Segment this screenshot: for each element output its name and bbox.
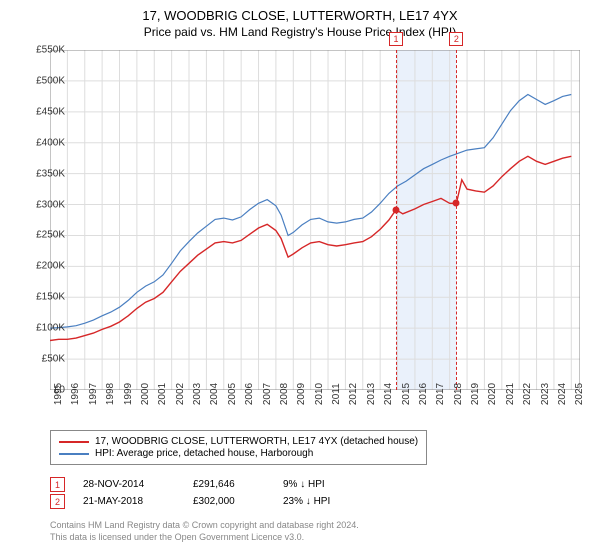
x-tick-label: 1999 bbox=[123, 383, 134, 405]
marker-table-row: 2 21-MAY-2018£302,00023% ↓ HPI bbox=[50, 494, 393, 509]
legend-swatch bbox=[59, 453, 89, 455]
y-tick-label: £350K bbox=[25, 168, 65, 179]
x-tick-label: 2011 bbox=[331, 383, 342, 405]
footer-attribution: Contains HM Land Registry data © Crown c… bbox=[50, 520, 359, 543]
x-tick-label: 2006 bbox=[244, 383, 255, 405]
x-tick-label: 2004 bbox=[209, 383, 220, 405]
marker-table-number: 1 bbox=[50, 477, 65, 492]
x-tick-label: 1997 bbox=[88, 383, 99, 405]
marker-table-price: £291,646 bbox=[193, 479, 283, 490]
footer-line-2: This data is licensed under the Open Gov… bbox=[50, 532, 359, 544]
marker-number-box: 2 bbox=[449, 32, 463, 46]
x-tick-label: 1996 bbox=[70, 383, 81, 405]
x-tick-label: 2022 bbox=[522, 383, 533, 405]
x-tick-label: 2005 bbox=[227, 383, 238, 405]
chart-plot-area: 12 bbox=[50, 50, 580, 390]
y-tick-label: £550K bbox=[25, 45, 65, 56]
marker-vline bbox=[456, 50, 457, 390]
x-tick-label: 2001 bbox=[157, 383, 168, 405]
marker-table: 1 28-NOV-2014£291,6469% ↓ HPI 2 21-MAY-2018… bbox=[50, 475, 393, 511]
x-tick-label: 2013 bbox=[366, 383, 377, 405]
legend: 17, WOODBRIG CLOSE, LUTTERWORTH, LE17 4Y… bbox=[50, 430, 427, 465]
x-tick-label: 2025 bbox=[574, 383, 585, 405]
x-tick-label: 2009 bbox=[296, 383, 307, 405]
chart-subtitle: Price paid vs. HM Land Registry's House … bbox=[0, 23, 600, 39]
marker-table-price: £302,000 bbox=[193, 496, 283, 507]
marker-vline bbox=[396, 50, 397, 390]
y-tick-label: £500K bbox=[25, 75, 65, 86]
y-tick-label: £400K bbox=[25, 137, 65, 148]
y-tick-label: £100K bbox=[25, 323, 65, 334]
legend-label: HPI: Average price, detached house, Harb… bbox=[95, 448, 313, 459]
x-tick-label: 2012 bbox=[348, 383, 359, 405]
x-tick-label: 2021 bbox=[505, 383, 516, 405]
y-tick-label: £450K bbox=[25, 106, 65, 117]
marker-dot bbox=[392, 206, 399, 213]
chart-svg bbox=[50, 50, 580, 390]
chart-title: 17, WOODBRIG CLOSE, LUTTERWORTH, LE17 4Y… bbox=[0, 0, 600, 23]
marker-table-number: 2 bbox=[50, 494, 65, 509]
x-tick-label: 2010 bbox=[314, 383, 325, 405]
legend-label: 17, WOODBRIG CLOSE, LUTTERWORTH, LE17 4Y… bbox=[95, 436, 418, 447]
legend-row: HPI: Average price, detached house, Harb… bbox=[59, 448, 418, 459]
x-tick-label: 2020 bbox=[487, 383, 498, 405]
marker-dot bbox=[453, 200, 460, 207]
y-tick-label: £200K bbox=[25, 261, 65, 272]
x-tick-label: 2017 bbox=[435, 383, 446, 405]
y-tick-label: £250K bbox=[25, 230, 65, 241]
x-tick-label: 1995 bbox=[53, 383, 64, 405]
x-tick-label: 2002 bbox=[175, 383, 186, 405]
x-tick-label: 2024 bbox=[557, 383, 568, 405]
marker-table-pct: 9% ↓ HPI bbox=[283, 479, 393, 490]
x-tick-label: 2015 bbox=[401, 383, 412, 405]
footer-line-1: Contains HM Land Registry data © Crown c… bbox=[50, 520, 359, 532]
marker-table-date: 21-MAY-2018 bbox=[83, 496, 193, 507]
marker-table-date: 28-NOV-2014 bbox=[83, 479, 193, 490]
y-tick-label: £150K bbox=[25, 292, 65, 303]
legend-row: 17, WOODBRIG CLOSE, LUTTERWORTH, LE17 4Y… bbox=[59, 436, 418, 447]
x-tick-label: 2016 bbox=[418, 383, 429, 405]
marker-table-pct: 23% ↓ HPI bbox=[283, 496, 393, 507]
marker-table-row: 1 28-NOV-2014£291,6469% ↓ HPI bbox=[50, 477, 393, 492]
x-tick-label: 1998 bbox=[105, 383, 116, 405]
x-tick-label: 2003 bbox=[192, 383, 203, 405]
x-tick-label: 2000 bbox=[140, 383, 151, 405]
x-tick-label: 2023 bbox=[540, 383, 551, 405]
legend-swatch bbox=[59, 441, 89, 443]
x-tick-label: 2019 bbox=[470, 383, 481, 405]
y-tick-label: £300K bbox=[25, 199, 65, 210]
marker-number-box: 1 bbox=[389, 32, 403, 46]
x-tick-label: 2014 bbox=[383, 383, 394, 405]
x-tick-label: 2018 bbox=[453, 383, 464, 405]
x-tick-label: 2007 bbox=[262, 383, 273, 405]
y-tick-label: £50K bbox=[25, 354, 65, 365]
x-tick-label: 2008 bbox=[279, 383, 290, 405]
